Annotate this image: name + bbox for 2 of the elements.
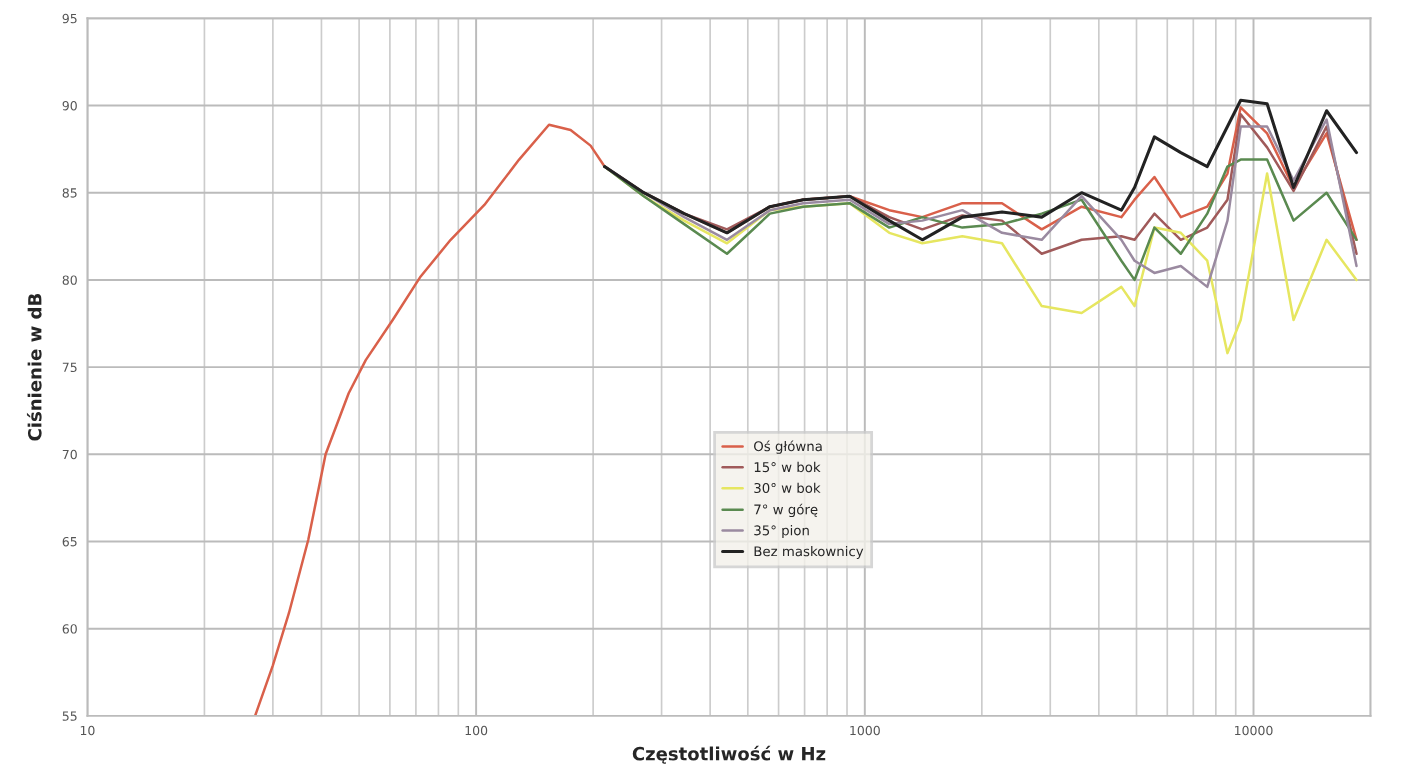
x-axis-title: Częstotliwość w Hz xyxy=(632,745,826,764)
y-axis-title: Ciśnienie w dB xyxy=(26,294,42,441)
